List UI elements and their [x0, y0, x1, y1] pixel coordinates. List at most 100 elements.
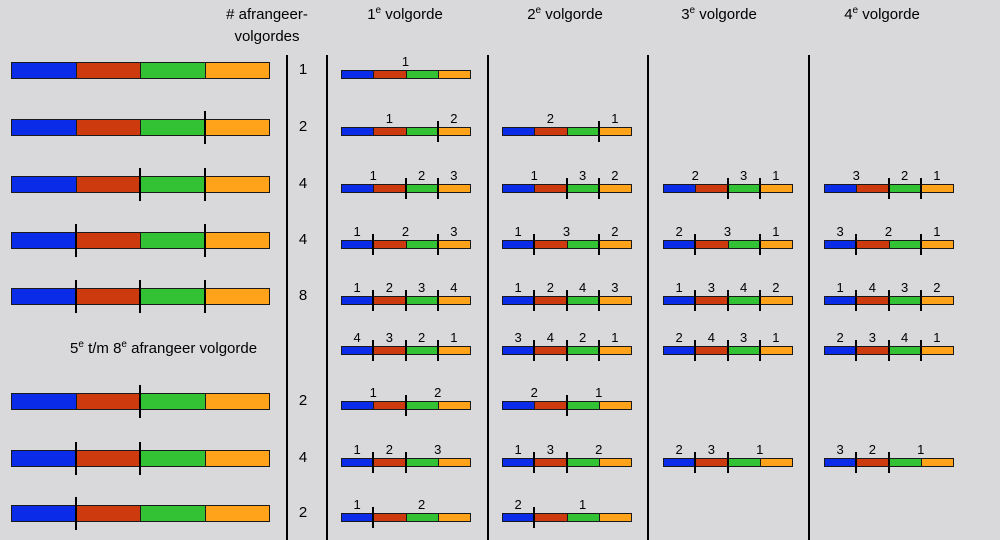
piece-label: 2	[933, 280, 941, 295]
header-col-sup: e	[852, 5, 859, 16]
piece-label: 2	[611, 168, 619, 183]
large-bar-segment	[204, 504, 270, 522]
piece-label: 2	[675, 442, 683, 457]
header-count-line2: volgordes	[234, 28, 300, 45]
cut-line	[726, 289, 729, 311]
large-bar-segment	[11, 118, 77, 136]
column-divider	[326, 55, 328, 540]
small-bar-segment	[566, 512, 600, 522]
cut-line	[887, 451, 890, 473]
piece-label: 2	[884, 224, 893, 239]
small-bar-segment	[695, 295, 729, 305]
header-col-word: volgorde	[381, 6, 443, 23]
piece-label: 3	[740, 168, 748, 183]
cut-line	[74, 223, 77, 257]
small-bar-segment	[856, 239, 890, 249]
small-bar-segment	[566, 126, 600, 136]
piece-label: 2	[579, 330, 587, 345]
small-bar-segment	[373, 239, 407, 249]
small-bar-segment	[373, 69, 407, 79]
order-count: 8	[298, 287, 308, 304]
small-bar-segment	[437, 239, 471, 249]
small-bar-segment	[824, 183, 858, 193]
header-col-3: 3e volgorde	[654, 6, 784, 24]
small-bar-segment	[566, 183, 600, 193]
small-bar-segment	[695, 345, 729, 355]
small-bar-segment	[888, 457, 922, 467]
piece-label: 2	[595, 442, 603, 457]
piece-label: 2	[901, 168, 909, 183]
note-a-sup: e	[78, 339, 84, 350]
large-bar-segment	[75, 61, 141, 79]
piece-label: 3	[836, 224, 844, 239]
small-bar-segment	[437, 126, 471, 136]
header-col-1: 1e volgorde	[340, 6, 470, 24]
small-bar-segment	[598, 239, 632, 249]
piece-label: 1	[369, 168, 377, 183]
cut-line	[855, 339, 858, 361]
small-bar-segment	[405, 183, 439, 193]
small-bar-segment	[888, 183, 922, 193]
small-bar-segment	[856, 295, 890, 305]
piece-label: 1	[353, 224, 361, 239]
small-bar-segment	[920, 457, 954, 467]
piece-label: 4	[353, 330, 361, 345]
small-bar-segment	[437, 183, 471, 193]
piece-label: 3	[852, 168, 860, 183]
small-bar-segment	[759, 239, 793, 249]
small-bar-segment	[534, 345, 568, 355]
cut-line	[404, 339, 407, 361]
cut-line	[919, 289, 922, 311]
header-count: # afrangeer- volgordes	[212, 6, 322, 46]
large-bar-segment	[140, 449, 206, 467]
piece-label: 2	[418, 330, 426, 345]
small-bar-segment	[373, 183, 407, 193]
small-bar-segment	[341, 295, 375, 305]
cut-line	[758, 233, 761, 255]
piece-label: 3	[418, 280, 426, 295]
small-bar-segment	[598, 345, 632, 355]
note-a: 5	[70, 340, 79, 357]
small-bar-segment	[727, 345, 761, 355]
piece-label: 2	[611, 224, 619, 239]
piece-label: 4	[868, 280, 876, 295]
cut-line	[533, 339, 536, 361]
piece-label: 2	[385, 280, 393, 295]
small-bar-segment	[566, 345, 600, 355]
piece-label: 1	[611, 330, 619, 345]
large-bar-segment	[140, 61, 206, 79]
small-bar-segment	[920, 295, 954, 305]
order-count: 4	[298, 231, 308, 248]
piece-label: 1	[756, 442, 764, 457]
small-bar-segment	[405, 400, 439, 410]
header-col-word: volgorde	[858, 6, 920, 23]
cut-line	[597, 233, 600, 255]
small-bar-segment	[373, 295, 407, 305]
cut-line	[436, 233, 439, 255]
note-b-sup: e	[121, 339, 127, 350]
small-bar-segment	[663, 457, 697, 467]
piece-label: 4	[450, 280, 458, 295]
cut-line	[74, 441, 77, 475]
small-bar-segment	[663, 345, 697, 355]
cut-line	[887, 339, 890, 361]
piece-label: 2	[546, 280, 554, 295]
piece-label: 4	[740, 280, 748, 295]
small-bar-segment	[566, 239, 600, 249]
cut-line	[919, 339, 922, 361]
small-bar-segment	[695, 239, 729, 249]
large-bar-segment	[140, 118, 206, 136]
piece-label: 4	[901, 330, 909, 345]
cut-line	[597, 339, 600, 361]
cut-line	[436, 339, 439, 361]
piece-label: 2	[691, 168, 699, 183]
small-bar-segment	[405, 239, 439, 249]
small-bar-segment	[534, 126, 568, 136]
cut-line	[533, 233, 536, 255]
large-bar-segment	[140, 231, 206, 249]
small-bar-segment	[727, 457, 761, 467]
small-bar-segment	[566, 400, 600, 410]
small-bar-segment	[502, 345, 536, 355]
small-bar-segment	[502, 126, 536, 136]
header-col-num: 4	[844, 6, 853, 23]
